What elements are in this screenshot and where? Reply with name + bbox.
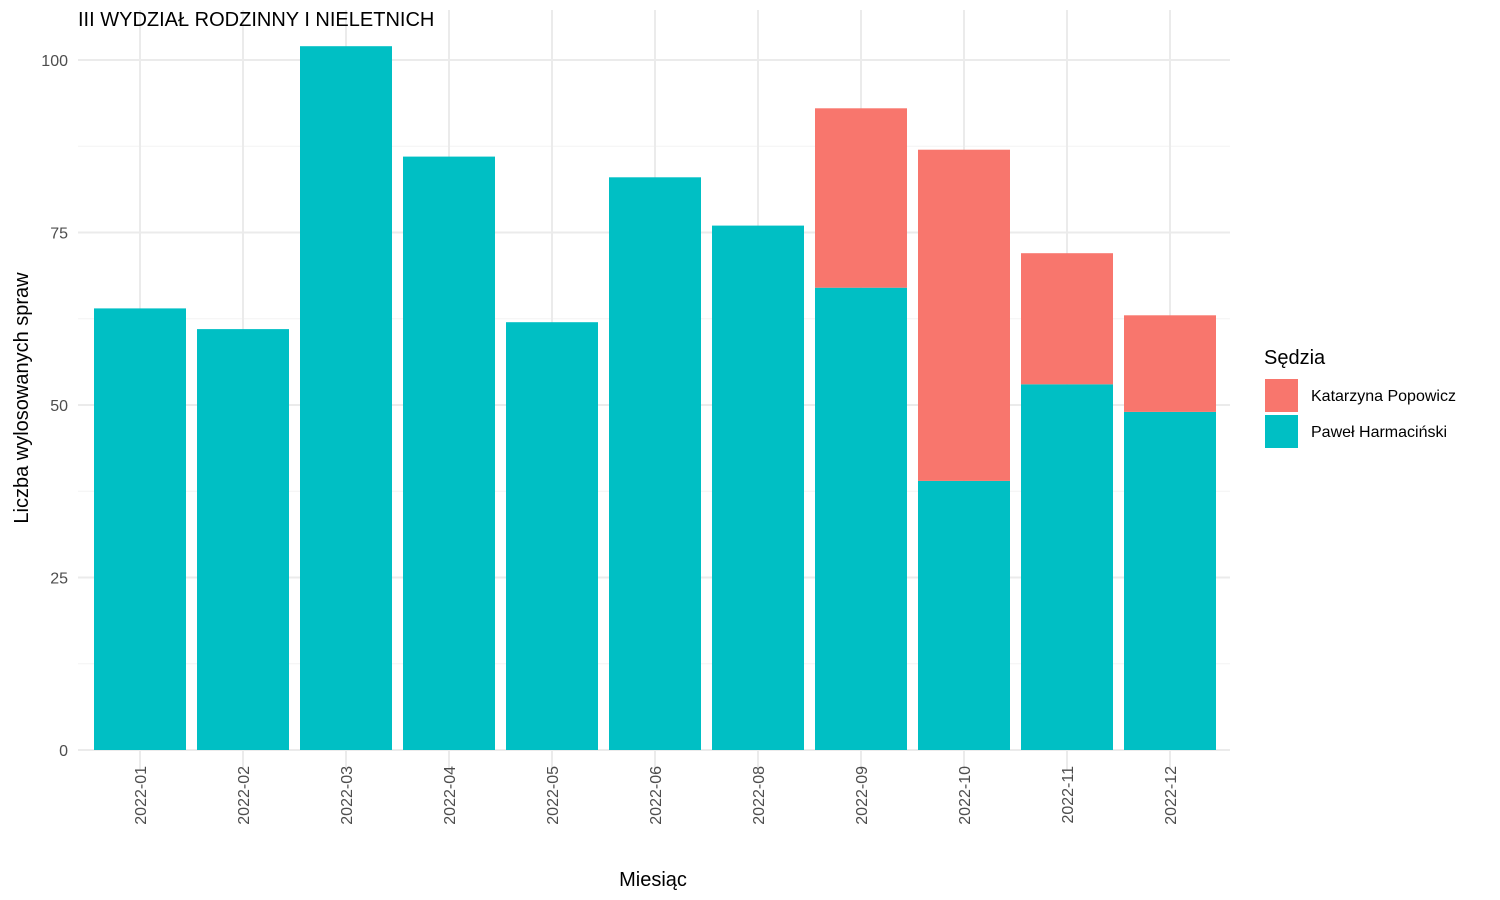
- bar-pawel-2022-03: [300, 46, 392, 750]
- y-axis-ticks: 0 25 50 75 100: [41, 53, 68, 760]
- y-tick-label: 50: [50, 398, 68, 415]
- bar-pawel-2022-12: [1124, 411, 1216, 750]
- x-tick-label: 2022-04: [442, 766, 459, 825]
- x-axis-ticks: 2022-01 2022-02 2022-03 2022-04 2022-05 2022-…: [133, 766, 1180, 825]
- bar-pawel-2022-08: [712, 225, 804, 751]
- y-tick-label: 100: [41, 53, 68, 70]
- bar-katarzyna-2022-11: [1021, 253, 1113, 385]
- bar-pawel-2022-11: [1021, 384, 1113, 750]
- x-tick-label: 2022-12: [1163, 766, 1180, 825]
- bar-pawel-2022-06: [609, 177, 701, 751]
- bar-pawel-2022-01: [94, 308, 186, 750]
- x-tick-label: 2022-02: [236, 766, 253, 825]
- legend-key-pawel: [1265, 415, 1298, 448]
- y-tick-label: 75: [50, 226, 68, 243]
- legend-label: Katarzyna Popowicz: [1311, 388, 1456, 405]
- x-tick-label: 2022-06: [648, 766, 665, 825]
- x-tick-label: 2022-10: [957, 766, 974, 825]
- bar-pawel-2022-04: [403, 156, 495, 751]
- bar-katarzyna-2022-09: [815, 108, 907, 288]
- bar-katarzyna-2022-12: [1124, 315, 1216, 412]
- x-tick-label: 2022-03: [339, 766, 356, 825]
- y-tick-label: 0: [59, 743, 68, 760]
- legend-title: Sędzia: [1264, 347, 1326, 369]
- x-tick-label: 2022-05: [545, 766, 562, 825]
- x-tick-label: 2022-01: [133, 766, 150, 825]
- bars: [94, 46, 1216, 751]
- legend-label: Paweł Harmaciński: [1311, 424, 1447, 441]
- legend: Sędzia Katarzyna Popowicz Paweł Harmacińs…: [1264, 347, 1456, 448]
- y-axis-title: Liczba wylosowanych spraw: [11, 272, 33, 524]
- legend-key-katarzyna: [1265, 379, 1298, 412]
- bar-pawel-2022-09: [815, 287, 907, 750]
- bar-pawel-2022-02: [197, 329, 289, 750]
- bar-pawel-2022-05: [506, 322, 598, 750]
- x-tick-label: 2022-11: [1060, 766, 1077, 824]
- y-tick-label: 25: [50, 571, 68, 588]
- x-axis-title: Miesiąc: [619, 869, 687, 891]
- x-tick-label: 2022-09: [854, 766, 871, 825]
- x-tick-label: 2022-08: [751, 766, 768, 825]
- bar-pawel-2022-10: [918, 480, 1010, 750]
- chart-title: III WYDZIAŁ RODZINNY I NIELETNICH: [78, 9, 434, 31]
- bar-katarzyna-2022-10: [918, 149, 1010, 481]
